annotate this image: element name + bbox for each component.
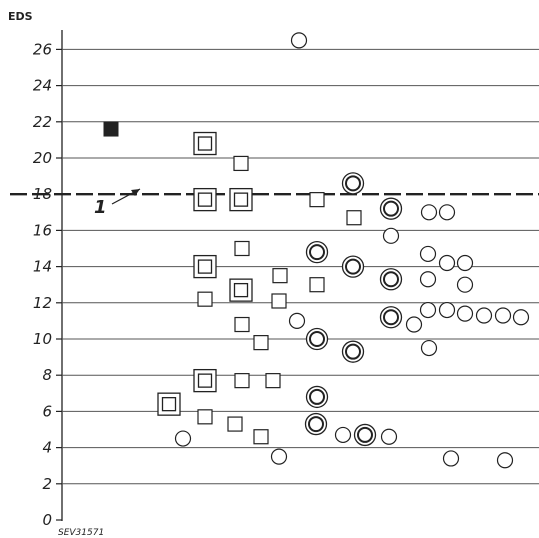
point-circle xyxy=(438,254,456,272)
point-square xyxy=(233,155,249,172)
point-double-circle-inner xyxy=(345,343,361,360)
point-double-square xyxy=(193,368,217,393)
point-double-square xyxy=(157,392,181,416)
point-double-square-inner xyxy=(197,136,213,151)
y-tick-label: 10 xyxy=(33,330,52,348)
point-circle xyxy=(419,301,437,319)
point-double-circle xyxy=(341,255,365,278)
reference-line-group: 1 xyxy=(94,188,141,218)
point-double-square-inner xyxy=(197,259,213,274)
point-circle xyxy=(290,32,308,49)
y-tick-label: 6 xyxy=(42,402,52,420)
y-tick-label: 12 xyxy=(33,294,52,312)
point-square xyxy=(234,373,250,389)
point-circle xyxy=(512,309,530,326)
point-circle xyxy=(438,301,456,319)
point-double-circle-inner xyxy=(309,331,325,347)
point-circle xyxy=(438,204,456,221)
point-double-square xyxy=(193,254,217,279)
point-circle xyxy=(456,254,474,272)
point-circle xyxy=(456,276,474,293)
point-double-circle-inner xyxy=(309,244,325,261)
point-square xyxy=(272,268,288,284)
y-tick-label: 18 xyxy=(33,185,52,203)
point-circle xyxy=(380,428,398,445)
point-square xyxy=(346,210,362,226)
y-tick-label: 26 xyxy=(33,40,52,58)
point-double-square xyxy=(229,187,253,212)
point-double-circle xyxy=(379,268,403,291)
point-double-circle-inner xyxy=(357,426,373,443)
point-double-square xyxy=(229,278,253,302)
y-tick-label: 20 xyxy=(33,149,52,167)
point-double-square-inner xyxy=(233,282,249,298)
reference-line-label: 1 xyxy=(94,197,107,218)
point-double-circle xyxy=(305,327,329,351)
point-circle xyxy=(456,305,474,322)
point-double-square-inner xyxy=(197,192,213,207)
point-square xyxy=(265,373,281,389)
point-circle xyxy=(382,227,400,244)
point-circle xyxy=(419,271,437,288)
point-double-circle-inner xyxy=(308,416,324,433)
point-square xyxy=(227,416,243,432)
point-double-circle-inner xyxy=(309,388,325,405)
point-square xyxy=(271,293,287,309)
point-double-square-inner xyxy=(161,397,177,412)
point-double-circle xyxy=(379,197,403,220)
y-tick-label: 16 xyxy=(33,221,52,239)
point-double-circle-inner xyxy=(383,200,399,217)
point-double-square-inner xyxy=(197,373,213,388)
point-double-circle-inner xyxy=(383,309,399,326)
point-circle xyxy=(270,448,288,465)
point-circle xyxy=(405,316,423,333)
point-double-circle-inner xyxy=(383,271,399,288)
y-axis-label: EDS xyxy=(8,10,33,23)
figure-note: SEV31571 xyxy=(58,528,104,538)
point-square xyxy=(309,277,325,293)
point-double-square-inner xyxy=(233,192,249,207)
point-double-square xyxy=(193,131,217,156)
point-double-square xyxy=(193,187,217,212)
point-double-circle xyxy=(341,172,365,195)
y-tick-label: 22 xyxy=(33,113,52,131)
point-circle xyxy=(334,426,352,444)
point-circle xyxy=(494,307,512,324)
point-double-circle xyxy=(379,306,403,329)
y-tick-label: 4 xyxy=(42,439,52,457)
data-points xyxy=(103,32,530,469)
point-circle xyxy=(420,339,438,357)
gridlines xyxy=(10,48,539,521)
point-circle xyxy=(475,307,493,324)
point-circle xyxy=(288,312,306,329)
point-square xyxy=(253,335,269,351)
y-tick-label: 8 xyxy=(42,366,52,384)
point-double-circle xyxy=(304,412,328,436)
point-double-circle xyxy=(305,240,329,264)
point-filled-square xyxy=(103,121,119,137)
y-tick-label: 2 xyxy=(42,475,52,493)
point-double-circle xyxy=(305,385,329,409)
point-square xyxy=(253,429,269,445)
point-square xyxy=(234,240,250,257)
point-square xyxy=(197,409,213,425)
point-circle xyxy=(174,430,192,447)
point-double-circle xyxy=(341,340,365,363)
annotation-arrow-head xyxy=(131,189,140,196)
y-tick-label: 14 xyxy=(33,258,52,276)
point-square xyxy=(309,192,325,208)
point-circle xyxy=(442,450,460,467)
point-double-circle-inner xyxy=(345,258,361,275)
point-square xyxy=(234,316,250,333)
y-tick-label: 24 xyxy=(33,77,52,95)
point-double-circle xyxy=(353,423,377,447)
point-square xyxy=(197,291,213,307)
y-tick-label: 0 xyxy=(42,511,52,529)
point-double-circle-inner xyxy=(345,175,361,192)
point-circle xyxy=(420,204,438,221)
point-circle xyxy=(419,245,437,263)
point-circle xyxy=(496,452,514,469)
